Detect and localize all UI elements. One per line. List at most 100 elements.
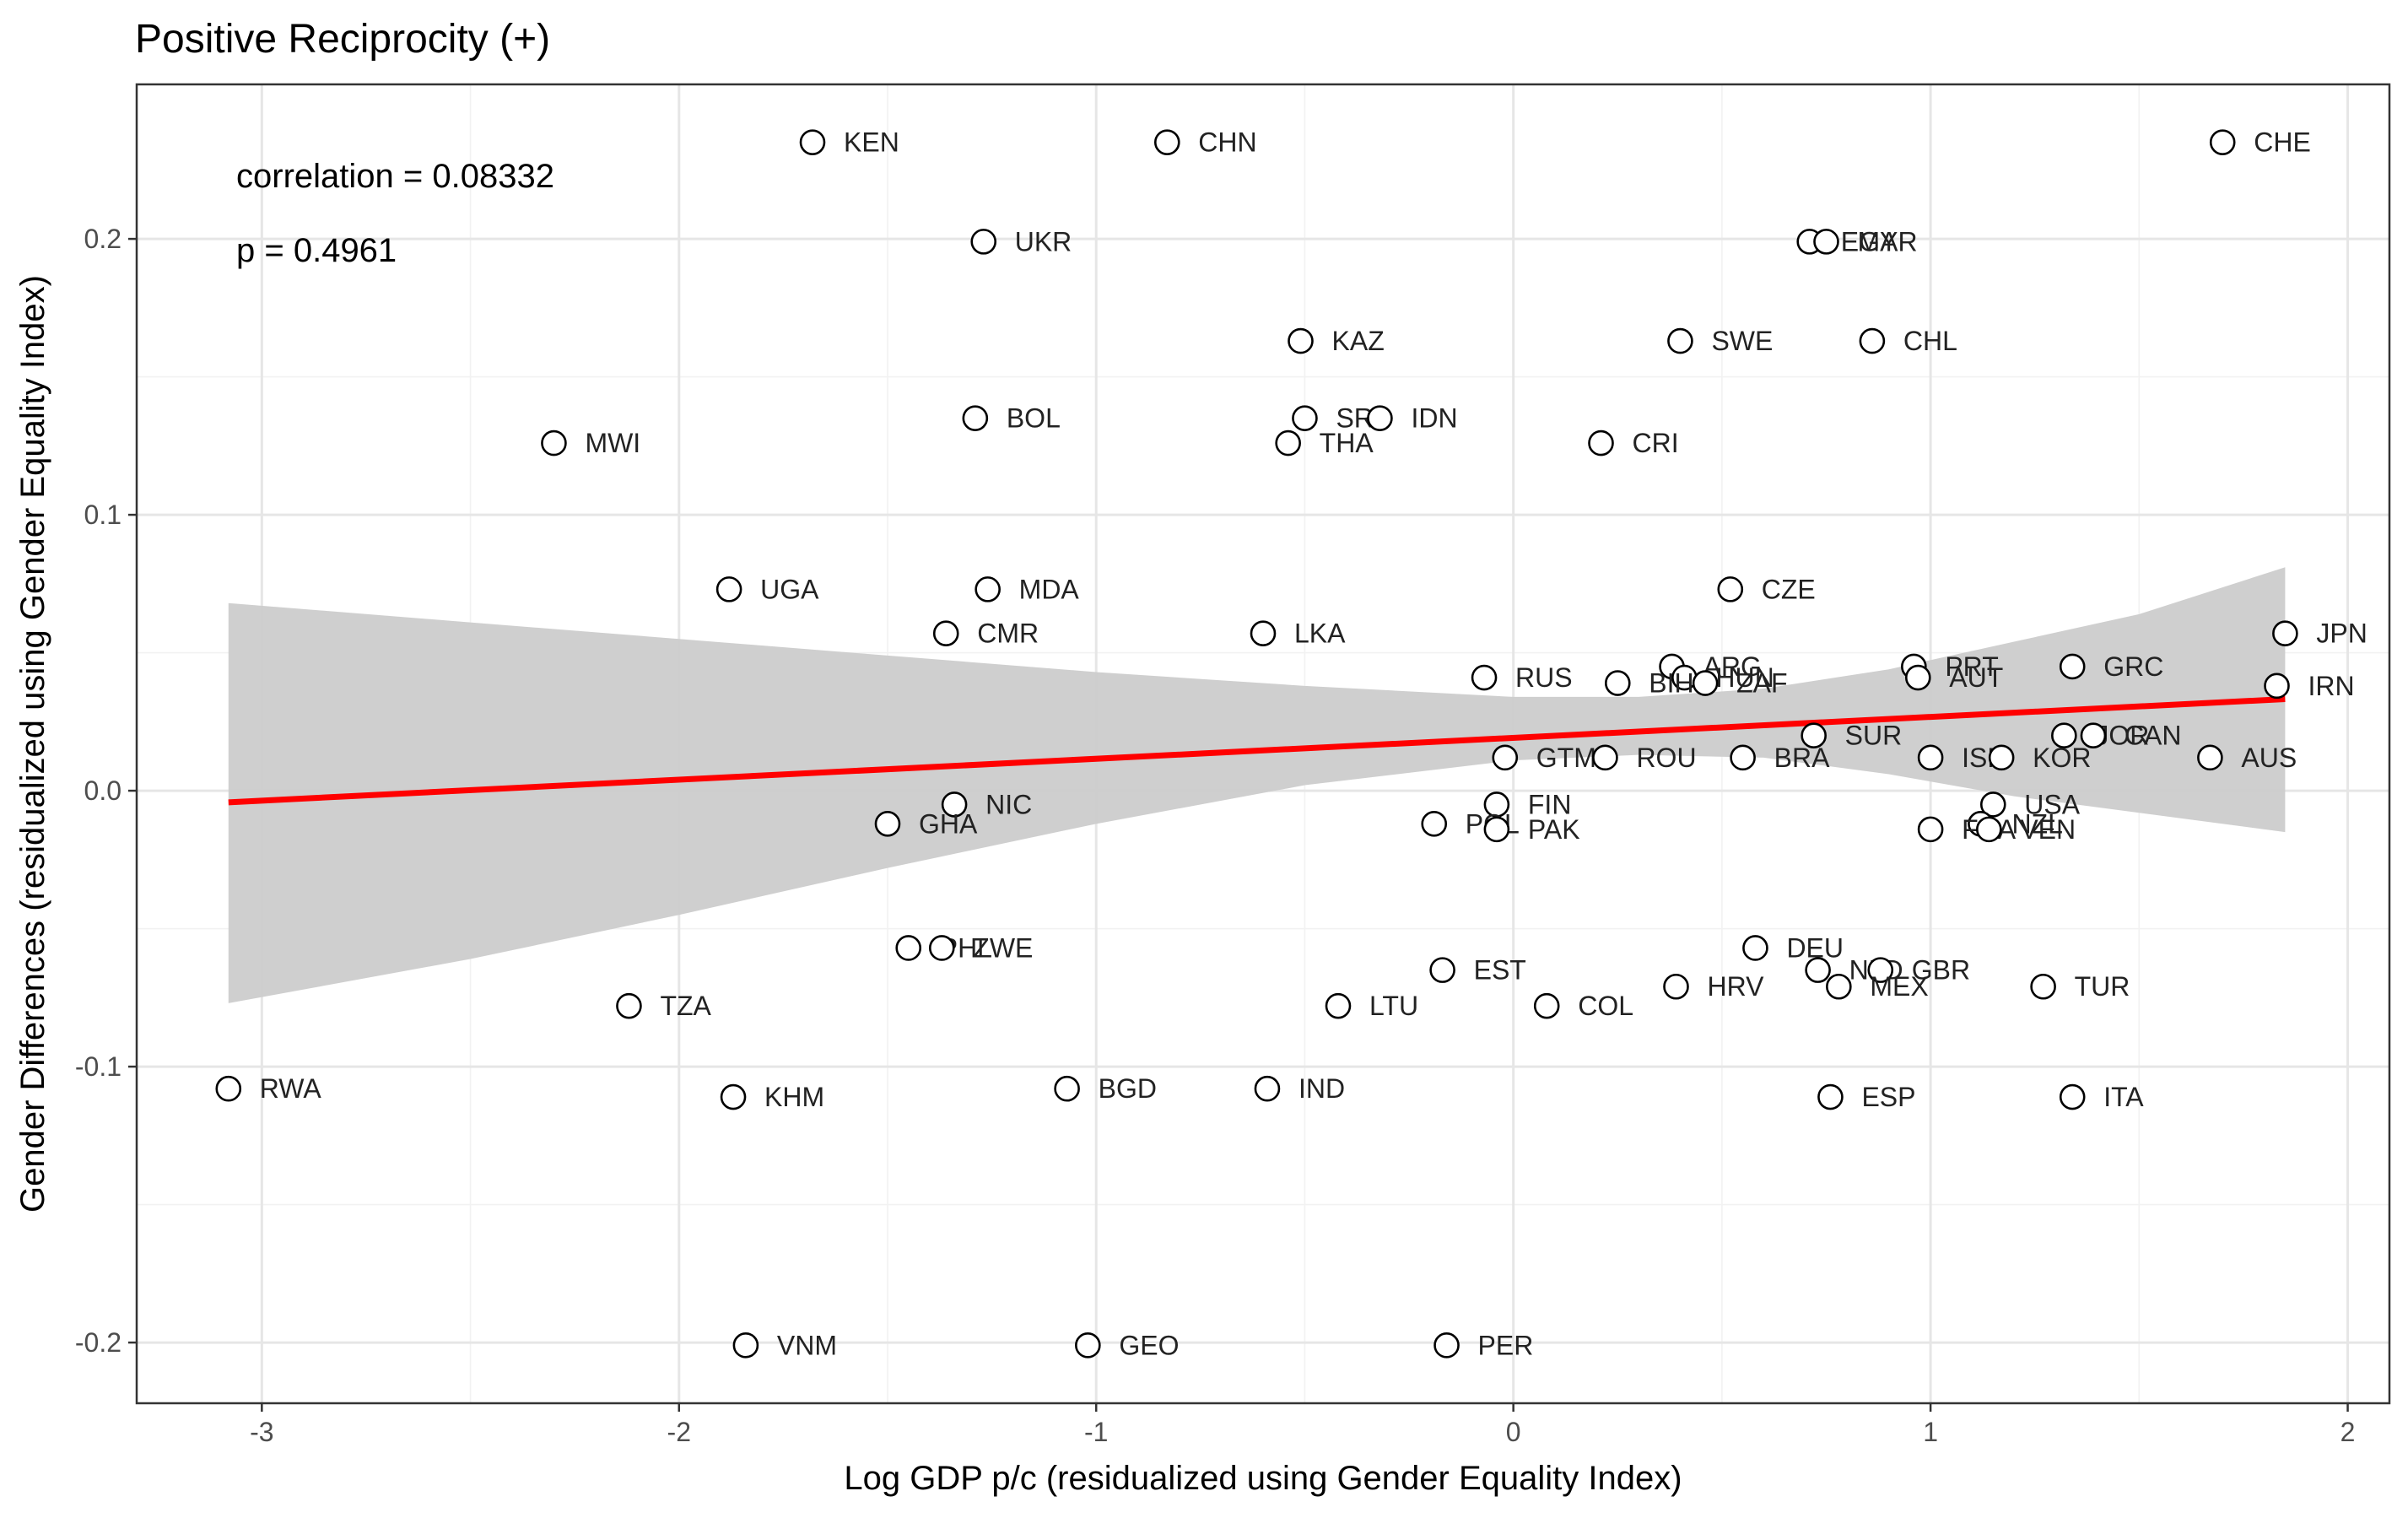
point-marker-chl (1859, 327, 1886, 354)
point-marker-aus (2197, 744, 2223, 771)
point-marker-vnm (732, 1332, 759, 1359)
point-marker-fin (1483, 791, 1510, 818)
x-axis: -3 -2 -1 0 1 2 (250, 1403, 2355, 1447)
point-label-aut: AUT (1949, 662, 2003, 693)
point-marker-col (1533, 992, 1560, 1019)
point-marker-mwi (541, 429, 567, 456)
regression-line (228, 696, 2286, 806)
confidence-band (228, 567, 2286, 1003)
point-label-esp: ESP (1861, 1082, 1915, 1112)
point-label-can: CAN (2125, 721, 2182, 751)
point-label-prt: PRT (1945, 651, 1998, 682)
point-marker-ken (799, 129, 826, 155)
point-label-mar: MAR (1858, 226, 1918, 257)
point-marker-rwa (215, 1075, 242, 1102)
point-label-vnm: VNM (777, 1330, 837, 1360)
point-label-pak: PAK (1528, 814, 1580, 845)
point-label-usa: USA (2024, 789, 2080, 819)
point-marker-nld (1805, 957, 1831, 983)
y-tick-label: 0.2 (84, 224, 121, 254)
point-label-kor: KOR (2033, 743, 2091, 773)
point-label-gha: GHA (919, 808, 978, 839)
point-marker-tur (2030, 973, 2056, 1000)
point-marker-ltu (1325, 992, 1352, 1019)
point-label-tur: TUR (2075, 971, 2130, 1002)
point-marker-rus (1471, 664, 1498, 691)
x-tick-label: -1 (1084, 1417, 1108, 1447)
p-value-annotation: p = 0.4961 (236, 232, 397, 269)
point-marker-che (2209, 129, 2236, 155)
point-marker-geo (1075, 1332, 1101, 1359)
point-label-gtm: GTM (1536, 743, 1596, 773)
point-marker-swe (1667, 327, 1693, 354)
x-tick-label: -2 (667, 1417, 691, 1447)
point-label-nzl: NZL (2011, 808, 2062, 839)
point-marker-gha (874, 811, 901, 837)
point-label-chl: CHL (1903, 326, 1957, 356)
point-label-ltu: LTU (1369, 991, 1418, 1021)
point-label-per: PER (1478, 1330, 1534, 1360)
point-marker-mda (975, 576, 1001, 602)
y-axis-title: Gender Differences (residualized using G… (14, 275, 51, 1213)
point-marker-esp (1817, 1083, 1844, 1110)
point-label-geo: GEO (1119, 1330, 1179, 1360)
point-marker-ita (2059, 1083, 2086, 1110)
y-tick-label: 0.0 (84, 775, 121, 806)
point-label-est: EST (1474, 955, 1526, 986)
point-marker-tza (616, 992, 642, 1019)
point-marker-est (1429, 957, 1455, 983)
point-marker-zaf (1692, 670, 1719, 696)
point-marker-gbr (1867, 957, 1894, 983)
point-label-rwa: RWA (260, 1073, 322, 1104)
point-marker-bra (1730, 744, 1756, 771)
point-label-khm: KHM (764, 1082, 824, 1112)
point-marker-usa (1979, 791, 2006, 818)
point-label-tza: TZA (660, 991, 711, 1021)
chart-title: Positive Reciprocity (+) (135, 17, 550, 62)
point-marker-pak (1483, 816, 1510, 843)
point-marker-pol (1421, 811, 1448, 837)
x-tick-label: -3 (250, 1417, 273, 1447)
point-label-swe: SWE (1711, 326, 1773, 356)
point-label-hrv: HRV (1708, 971, 1765, 1002)
point-marker-bol (962, 405, 989, 431)
point-marker-ukr (970, 229, 997, 255)
point-marker-grc (2059, 653, 2086, 680)
point-marker-uga (715, 576, 742, 602)
point-marker-sur (1801, 722, 1827, 748)
point-label-col: COL (1578, 991, 1633, 1021)
y-tick-label: 0.1 (84, 500, 121, 530)
point-label-mwi: MWI (585, 428, 640, 458)
point-marker-kor (1988, 744, 2015, 771)
point-label-che: CHE (2254, 127, 2311, 158)
x-tick-label: 0 (1506, 1417, 1521, 1447)
y-tick-label: -0.2 (75, 1327, 121, 1358)
point-marker-idn (1367, 405, 1393, 431)
point-label-egy: EGY (1841, 226, 1898, 257)
point-label-idn: IDN (1411, 403, 1457, 434)
point-marker-kaz (1288, 327, 1314, 354)
point-marker-jpn (2272, 620, 2298, 647)
point-label-rou: ROU (1636, 743, 1696, 773)
x-tick-label: 1 (1923, 1417, 1938, 1447)
point-label-cze: CZE (1762, 574, 1816, 604)
point-marker-nic (941, 791, 968, 818)
point-marker-bgd (1054, 1075, 1080, 1102)
x-tick-label: 2 (2341, 1417, 2356, 1447)
point-label-tha: THA (1320, 428, 1374, 458)
point-marker-phl (895, 935, 922, 961)
point-label-zwe: ZWE (973, 932, 1033, 963)
point-marker-fra (1917, 816, 1944, 843)
point-marker-jor (2051, 722, 2077, 748)
point-label-cmr: CMR (977, 619, 1039, 649)
point-marker-zwe (928, 935, 955, 961)
point-label-rus: RUS (1515, 662, 1573, 693)
point-label-bih: BIH (1649, 668, 1693, 699)
point-marker-srb (1292, 405, 1318, 431)
point-label-lka: LKA (1294, 619, 1346, 649)
point-marker-ind (1254, 1075, 1281, 1102)
point-marker-can (2080, 722, 2107, 748)
point-marker-lka (1250, 620, 1277, 647)
